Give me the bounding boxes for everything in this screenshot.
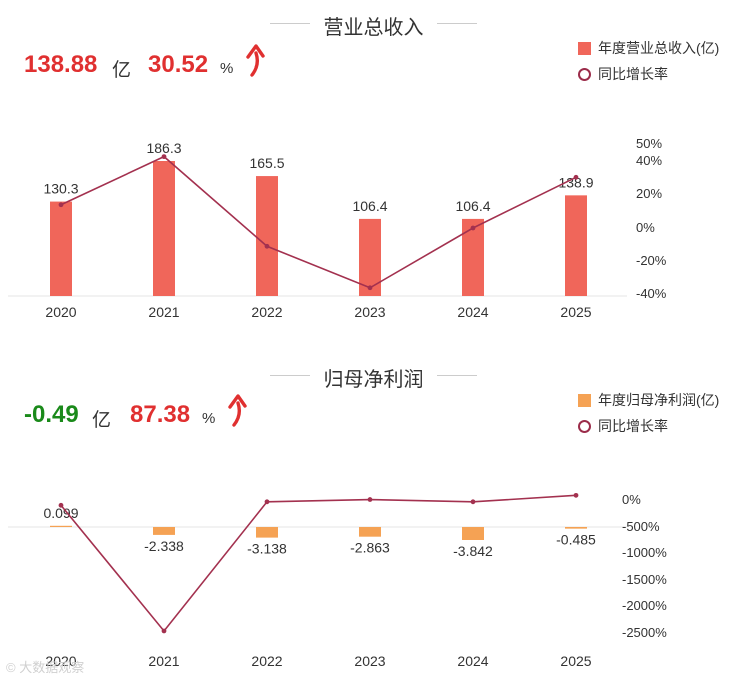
title-line-right: [437, 23, 477, 24]
x-tick-label: 2020: [45, 304, 76, 320]
title-line-left: [270, 23, 310, 24]
growth-point: [264, 243, 270, 249]
bar-value-label: 186.3: [146, 140, 181, 156]
bar-value-label: 138.9: [558, 174, 593, 190]
title-line-right: [437, 375, 477, 376]
bar-value-label: 106.4: [455, 198, 490, 214]
x-tick-label: 2020: [45, 653, 76, 669]
x-tick-label: 2021: [148, 304, 179, 320]
kpi-value: -0.49: [24, 401, 79, 428]
y-right-tick-label: 40%: [636, 153, 662, 168]
y-right-tick-label: 20%: [636, 186, 662, 201]
growth-point: [470, 499, 476, 505]
x-tick-label: 2025: [560, 304, 591, 320]
bar: [359, 527, 381, 537]
legend-bar: 年度归母净利润(亿): [578, 390, 719, 410]
kpi-growth-unit: %: [220, 60, 234, 77]
growth-point: [58, 502, 64, 508]
kpi-growth-unit: %: [202, 410, 216, 427]
x-tick-label: 2022: [251, 653, 282, 669]
bar: [256, 176, 278, 296]
bar: [50, 525, 72, 527]
net-profit-chart: 0.0992020-2.3382021-3.1382022-2.8632023-…: [8, 492, 667, 669]
growth-point: [470, 225, 476, 231]
legend-bar-label: 年度营业总收入(亿): [598, 40, 720, 56]
legend-line-swatch: [578, 67, 591, 81]
x-tick-label: 2022: [251, 304, 282, 320]
chart-title: 营业总收入: [323, 17, 424, 39]
bar-value-label: 130.3: [43, 181, 78, 197]
watermark: © 大数据观察: [6, 660, 85, 675]
kpi-unit: 亿: [92, 410, 112, 431]
growth-point: [573, 174, 579, 180]
x-tick-label: 2025: [560, 653, 591, 669]
growth-point: [367, 285, 373, 291]
bar: [565, 195, 587, 296]
y-right-tick-label: 50%: [636, 136, 662, 151]
y-right-tick-label: -40%: [636, 286, 667, 301]
chart-title: 归母净利润: [323, 369, 424, 391]
legend-line-swatch: [578, 419, 591, 433]
revenue-chart: 130.3 2020 186.3 2021 165.5 2022 106.4 2023 106.…: [8, 136, 667, 320]
bar: [462, 218, 484, 296]
bar-value-label: -2.863: [350, 540, 390, 556]
title-line-left: [270, 375, 310, 376]
y-right-tick-label: 0%: [636, 220, 655, 235]
bar: [153, 527, 175, 535]
bar: [153, 161, 175, 296]
legend-bar-swatch: [578, 393, 591, 407]
kpi-growth: 30.52: [148, 51, 209, 78]
bar: [462, 527, 484, 540]
y-right-tick-label: -2000%: [622, 598, 667, 613]
y-right-tick-label: -2500%: [622, 625, 667, 640]
legend-bar: 年度营业总收入(亿): [578, 38, 719, 58]
bar-value-label: -3.842: [453, 543, 493, 559]
arrow-up-icon: [228, 394, 247, 427]
x-tick-label: 2021: [148, 653, 179, 669]
kpi-growth: 87.38: [130, 401, 191, 428]
bar: [50, 201, 72, 296]
bar: [359, 218, 381, 296]
legend-line: 同比增长率: [578, 416, 668, 436]
growth-point: [58, 202, 64, 208]
legend-line-label: 同比增长率: [598, 66, 668, 82]
y-right-tick-label: -1000%: [622, 545, 667, 560]
bar: [565, 527, 587, 529]
x-tick-label: 2024: [457, 653, 488, 669]
kpi-unit: 亿: [112, 60, 132, 81]
y-right-tick-label: -20%: [636, 253, 667, 268]
growth-line: [60, 494, 577, 633]
bar-value-label: -3.138: [247, 541, 287, 557]
bar-value-label: 165.5: [249, 155, 284, 171]
x-tick-label: 2024: [457, 304, 488, 320]
legend-bar-swatch: [578, 41, 591, 55]
growth-line: [60, 155, 577, 289]
y-right-tick-label: 0%: [622, 492, 641, 507]
x-tick-label: 2023: [354, 653, 385, 669]
bar-value-label: 106.4: [352, 198, 387, 214]
x-tick-label: 2023: [354, 304, 385, 320]
bar-value-label: -0.485: [556, 532, 596, 548]
growth-point: [264, 499, 270, 505]
legend-line-label: 同比增长率: [598, 418, 668, 434]
y-right-tick-label: -1500%: [622, 572, 667, 587]
growth-point: [161, 628, 167, 634]
kpi-value: 138.88: [24, 51, 98, 78]
bar: [256, 527, 278, 538]
growth-point: [367, 497, 373, 502]
legend-bar-label: 年度归母净利润(亿): [598, 392, 720, 408]
arrow-up-icon: [246, 44, 265, 77]
growth-point: [161, 154, 167, 160]
growth-point: [573, 492, 579, 498]
y-right-tick-label: -500%: [622, 519, 660, 534]
legend-line: 同比增长率: [578, 64, 668, 84]
bar-value-label: -2.338: [144, 538, 184, 554]
